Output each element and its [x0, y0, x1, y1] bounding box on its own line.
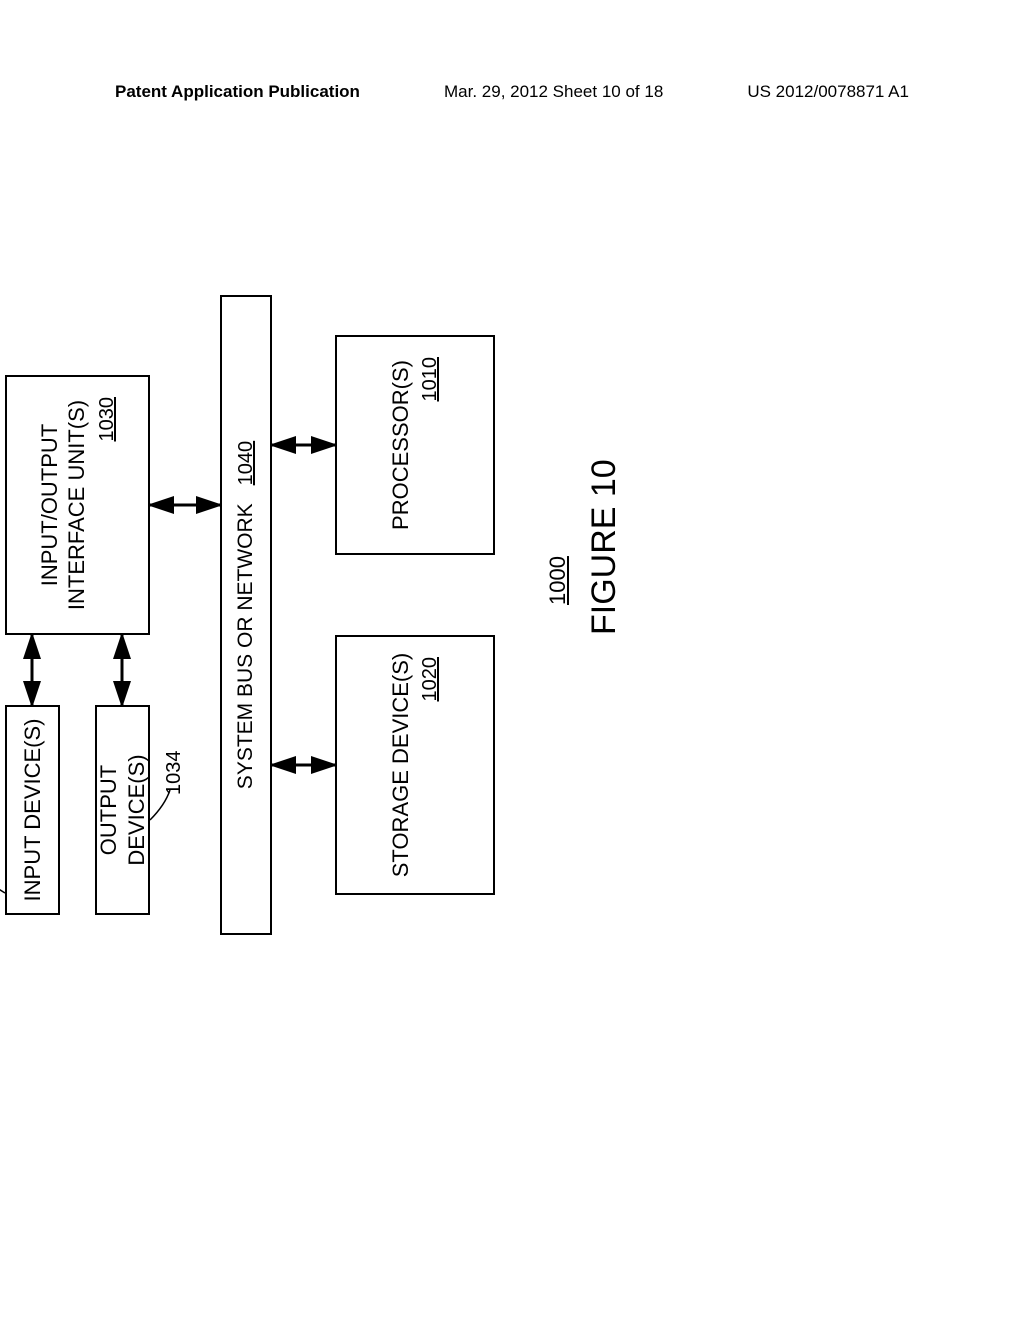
header-left: Patent Application Publication [115, 82, 360, 102]
processor-ref: 1010 [418, 343, 443, 402]
processor-box: PROCESSOR(S) 1010 [335, 335, 495, 555]
block-diagram: INPUT DEVICE(S) OUTPUT DEVICE(S) INPUT/O… [0, 315, 865, 935]
io-interface-ref: 1030 [95, 383, 120, 442]
header-mid: Mar. 29, 2012 Sheet 10 of 18 [444, 82, 663, 102]
system-bus-box: SYSTEM BUS OR NETWORK 1040 [220, 295, 272, 935]
callout-1034: 1034 [163, 751, 186, 796]
figure-label: FIGURE 10 [585, 459, 624, 635]
processor-label: PROCESSOR(S) [387, 360, 415, 530]
input-device-box: INPUT DEVICE(S) [5, 705, 60, 915]
input-device-label: INPUT DEVICE(S) [19, 719, 47, 902]
storage-box: STORAGE DEVICE(S) 1020 [335, 635, 495, 895]
output-device-box: OUTPUT DEVICE(S) [95, 705, 150, 915]
io-interface-label: INPUT/OUTPUT INTERFACE UNIT(S) [36, 400, 91, 610]
header-right: US 2012/0078871 A1 [747, 82, 909, 102]
io-interface-box: INPUT/OUTPUT INTERFACE UNIT(S) 1030 [5, 375, 150, 635]
overall-ref: 1000 [545, 556, 571, 605]
storage-ref: 1020 [418, 643, 443, 702]
page-header: Patent Application Publication Mar. 29, … [0, 82, 1024, 102]
storage-label: STORAGE DEVICE(S) [387, 653, 415, 878]
output-device-label: OUTPUT DEVICE(S) [95, 713, 150, 907]
system-bus-label: SYSTEM BUS OR NETWORK [233, 503, 259, 789]
system-bus-ref: 1040 [234, 441, 259, 486]
